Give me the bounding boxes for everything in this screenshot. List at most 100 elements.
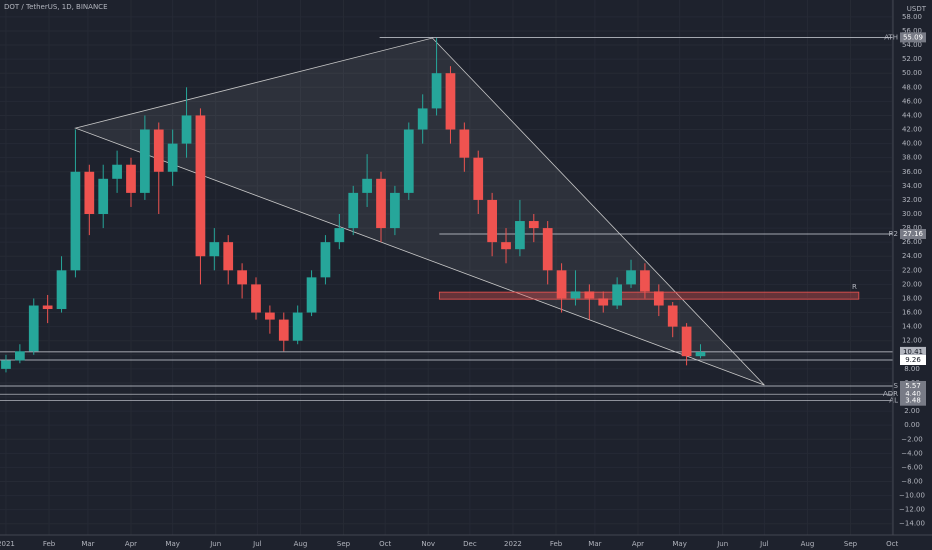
y-tick-label: 42.00 [902,126,922,134]
candle-body [56,270,67,310]
candle-body [292,312,303,341]
y-tick-label: −14.00 [899,520,925,528]
x-tick-label: Sep [844,540,858,548]
x-tick-label: Mar [588,540,601,548]
candle-body [140,129,150,193]
x-tick-label: Feb [550,540,563,548]
level-value-label: 10.41 [903,348,923,356]
candle-body [265,312,275,320]
candle-body [695,351,706,357]
y-tick-label: 16.00 [902,309,922,317]
zone-label: R [852,283,857,291]
x-tick-label: Oct [379,540,391,548]
y-tick-label: 46.00 [902,97,922,105]
candle-body [390,192,400,229]
candle-body [1,360,11,369]
x-tick-label: Sep [337,540,351,548]
candle-body [181,115,192,144]
resistance-zone [438,291,860,300]
x-tick-label: Oct [886,540,898,548]
level-name-label: S [894,382,899,390]
y-tick-label: 44.00 [902,111,922,119]
x-tick-label: Jun [209,540,221,548]
candle-body [556,270,567,299]
candle-body [320,242,331,278]
candle-body [459,129,470,158]
candle-body [473,157,484,200]
level-label-box [900,380,926,391]
y-tick-label: 56.00 [902,27,922,35]
candle-body [515,221,525,250]
candle-body [612,284,623,306]
y-tick-label: 0.00 [904,421,920,429]
level-value-label: 5.57 [905,382,921,390]
y-tick-label: 40.00 [902,140,922,148]
candle-body [306,277,317,313]
x-tick-label: Aug [801,540,815,548]
y-tick-label: 18.00 [902,294,922,302]
x-tick-label: Mar [81,540,94,548]
y-tick-label: 36.00 [902,168,922,176]
candle-body [417,108,428,130]
candle-body [167,143,178,172]
level-label-box [900,32,926,43]
level-label-box [900,346,926,357]
candle-body [126,164,136,193]
candle-body [501,242,511,250]
y-tick-label: −6.00 [901,463,922,471]
x-tick-label: May [165,540,179,548]
y-tick-label: 50.00 [902,69,922,77]
x-tick-label: May [672,540,686,548]
y-tick-label: 28.00 [902,224,922,232]
candle-body [278,319,289,341]
y-tick-label: 22.00 [902,266,922,274]
candle-body [251,284,261,313]
candle-body [348,192,359,229]
level-value-label: 3.48 [905,397,921,405]
candle-body [598,298,609,306]
candle-body [570,291,581,299]
candle-body [528,221,539,229]
y-tick-label: 12.00 [902,337,922,345]
y-tick-label: 14.00 [902,323,922,331]
candle-body [653,291,664,306]
candle-body [445,73,456,130]
candle-body [223,242,234,271]
candle-body [195,115,206,257]
y-tick-label: 58.00 [902,13,922,21]
y-tick-label: −10.00 [899,492,925,500]
y-tick-label: 2.00 [904,407,920,415]
x-tick-label: Aug [294,540,308,548]
candle-body [42,305,53,310]
candle-body [667,305,678,327]
candle-body [112,164,122,179]
chart-title: DOT / TetherUS, 1D, BINANCE [4,3,108,11]
y-tick-label: 30.00 [902,210,922,218]
x-tick-label: Jul [759,540,769,548]
level-name-label: AL [889,397,898,405]
candle-body [640,270,650,292]
candle-body [376,178,386,229]
y-tick-label: −2.00 [901,435,922,443]
candle-body [153,129,164,172]
x-tick-label: 2022 [504,540,522,548]
level-value-label: 55.09 [903,33,923,41]
y-tick-label: −8.00 [901,478,922,486]
candle-body [70,171,81,271]
y-tick-label: 34.00 [902,182,922,190]
y-tick-label: −4.00 [901,449,922,457]
level-label-box [900,389,926,400]
candle-body [237,270,247,285]
y-tick-label: 32.00 [902,196,922,204]
candle-body [15,351,25,361]
level-name-label: ATH [884,33,898,41]
candle-body [84,171,95,214]
y-tick-label: 20.00 [902,280,922,288]
level-label-box [900,395,926,406]
candle-body [362,178,372,193]
x-tick-label: Nov [421,540,435,548]
x-tick-label: Dec [463,540,477,548]
candle-body [28,305,39,352]
